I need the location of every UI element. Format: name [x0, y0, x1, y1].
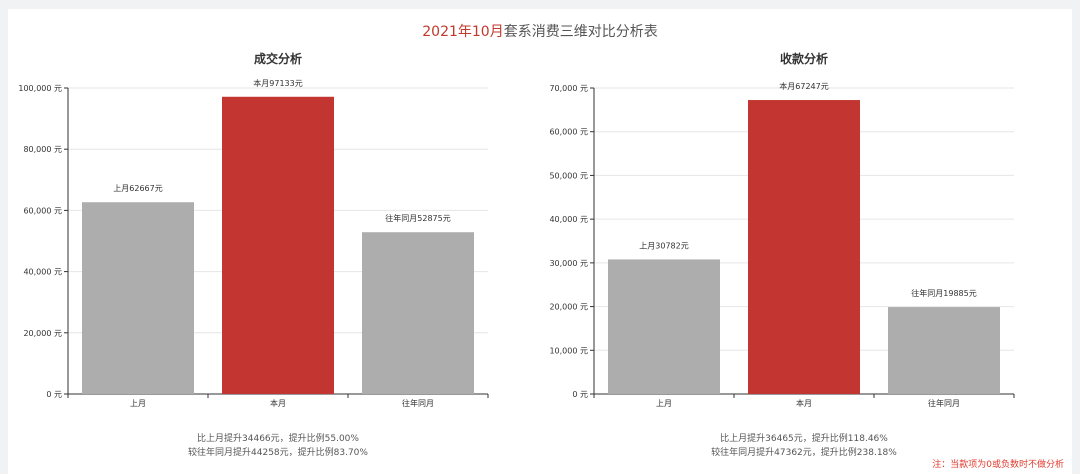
footer-note: 注：当款项为0或负数时不做分析: [932, 460, 1064, 470]
summary-line: 比上月提升36465元，提升比例118.46%: [720, 432, 888, 444]
x-tick-label: 本月: [796, 398, 812, 408]
bar: [362, 232, 474, 394]
y-tick-label: 0 元: [572, 390, 588, 399]
y-tick-label: 60,000 元: [23, 206, 62, 215]
y-tick-label: 50,000 元: [549, 171, 588, 180]
summary-line: 比上月提升34466元，提升比例55.00%: [197, 432, 359, 444]
y-tick-label: 0 元: [46, 390, 62, 399]
bar: [82, 202, 194, 394]
title-date: 2021年10月: [422, 24, 504, 40]
x-tick-label: 上月: [130, 399, 146, 408]
page-title: 2021年10月套系消费三维对比分析表: [8, 21, 1072, 41]
x-tick-label: 本月: [270, 398, 286, 408]
x-tick-label: 上月: [656, 399, 672, 408]
y-tick-label: 70,000 元: [549, 84, 588, 93]
y-tick-label: 40,000 元: [23, 268, 62, 277]
y-tick-label: 60,000 元: [549, 128, 588, 137]
title-text: 套系消费三维对比分析表: [503, 24, 658, 40]
bar: [222, 96, 334, 395]
y-tick-label: 100,000 元: [18, 84, 62, 93]
x-tick-label: 往年同月: [928, 398, 960, 408]
summary-line: 较往年同月提升44258元，提升比例83.70%: [188, 446, 368, 458]
bar: [888, 307, 1000, 394]
x-tick-label: 往年同月: [402, 398, 434, 408]
summary-line: 较往年同月提升47362元，提升比例238.18%: [711, 446, 897, 458]
bar-data-label: 往年同月19885元: [911, 288, 976, 298]
bar-data-label: 上月62667元: [113, 184, 162, 193]
y-tick-label: 20,000 元: [549, 303, 588, 312]
bar-data-label: 本月97133元: [253, 78, 302, 88]
bar: [748, 100, 860, 394]
chart-title: 收款分析: [780, 51, 828, 66]
y-tick-label: 40,000 元: [549, 215, 588, 224]
y-tick-label: 80,000 元: [23, 145, 62, 154]
y-tick-label: 10,000 元: [549, 346, 588, 355]
bar-data-label: 本月67247元: [779, 81, 828, 91]
chart-title: 成交分析: [254, 51, 302, 66]
bar-data-label: 往年同月52875元: [385, 213, 450, 223]
y-tick-label: 20,000 元: [23, 329, 62, 338]
y-tick-label: 30,000 元: [549, 259, 588, 268]
bar: [608, 259, 720, 394]
bar-data-label: 上月30782元: [639, 241, 688, 250]
